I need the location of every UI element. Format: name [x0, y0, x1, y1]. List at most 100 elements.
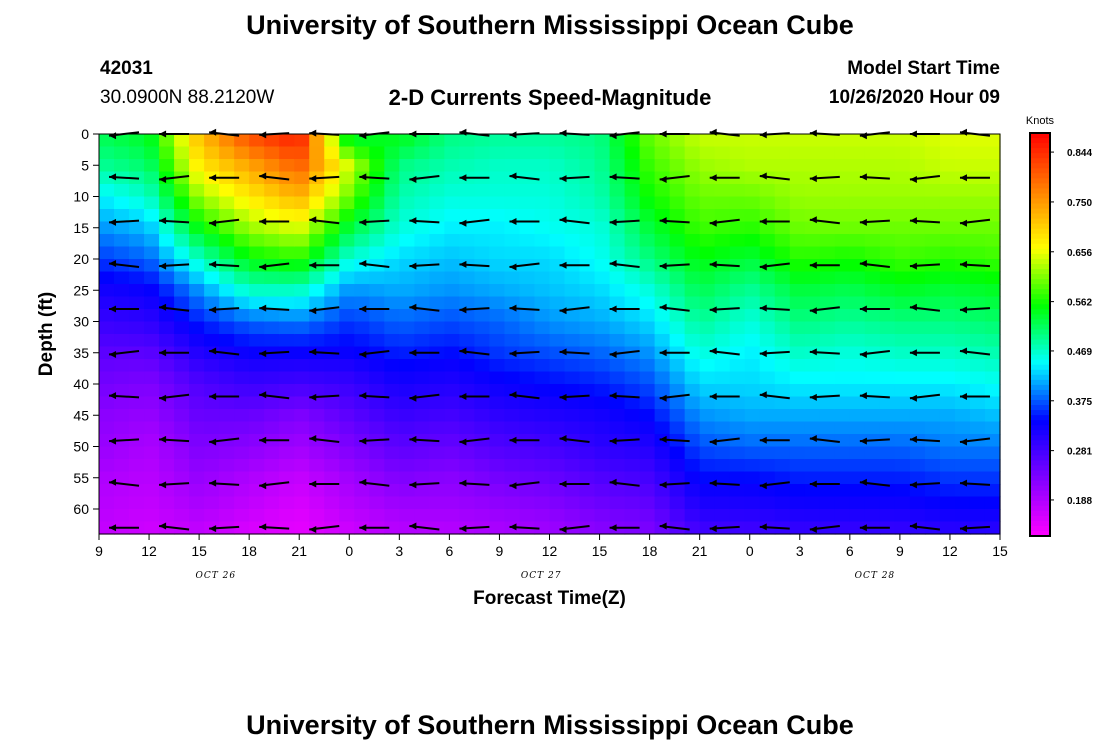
heatmap-cell — [309, 321, 325, 335]
heatmap-cell — [159, 321, 175, 335]
heatmap-cell — [399, 371, 415, 385]
heatmap-cell — [459, 196, 476, 210]
current-arrow-head — [459, 479, 467, 487]
heatmap-cell — [384, 234, 400, 248]
heatmap-cell — [774, 421, 791, 435]
current-arrow-head — [259, 482, 267, 490]
current-arrow — [959, 306, 991, 314]
heatmap-cell — [429, 509, 445, 523]
current-arrow — [709, 218, 740, 227]
heatmap-cell — [804, 234, 821, 248]
current-arrow — [509, 436, 540, 444]
current-arrow-head — [309, 261, 317, 269]
heatmap-cell — [234, 409, 250, 423]
current-arrow-head — [659, 217, 667, 225]
heatmap-cell — [924, 271, 941, 285]
current-arrow — [509, 218, 540, 225]
current-arrow — [259, 218, 290, 225]
heatmap-cell — [909, 184, 926, 198]
heatmap-cell — [174, 484, 190, 498]
heatmap-cell — [534, 409, 551, 423]
heatmap-cell — [354, 246, 370, 260]
heatmap-cell — [729, 421, 746, 435]
current-arrow-head — [909, 176, 917, 184]
heatmap-cell — [624, 309, 641, 323]
heatmap-cell — [789, 409, 806, 423]
heatmap-cell — [939, 359, 956, 373]
heatmap-cell — [759, 471, 776, 485]
heatmap-cell — [219, 221, 235, 235]
heatmap-cell — [669, 396, 686, 410]
heatmap-cell — [819, 271, 836, 285]
current-arrow — [859, 218, 890, 226]
heatmap-cell — [909, 509, 926, 523]
heatmap-cell — [894, 196, 911, 210]
heatmap-cell — [414, 384, 430, 398]
heatmap-cell — [114, 321, 130, 335]
heatmap-cell — [384, 459, 400, 473]
heatmap-cell — [564, 371, 581, 385]
current-arrow-head — [709, 525, 717, 533]
heatmap-cell — [759, 221, 776, 235]
heatmap-cell — [99, 346, 115, 360]
heatmap-cell — [249, 196, 265, 210]
heatmap-cell — [129, 371, 145, 385]
heatmap-cell — [849, 246, 866, 260]
heatmap-cell — [399, 196, 415, 210]
heatmap-cell — [909, 484, 926, 498]
heatmap-cell — [249, 134, 265, 148]
heatmap-cell — [924, 184, 941, 198]
heatmap-cell — [399, 171, 415, 185]
heatmap-cell — [924, 196, 941, 210]
heatmap-cell — [399, 484, 415, 498]
heatmap-cell — [174, 409, 190, 423]
heatmap-cell — [354, 484, 370, 498]
current-arrow-head — [509, 391, 517, 399]
heatmap-cell — [234, 396, 250, 410]
heatmap-cell — [594, 271, 611, 285]
colorbar-swatch — [1030, 299, 1050, 305]
heatmap-cell — [969, 296, 986, 310]
heatmap-cell — [264, 359, 280, 373]
current-arrow — [859, 305, 890, 313]
heatmap-cell — [369, 134, 385, 148]
colorbar-swatch — [1030, 399, 1050, 406]
heatmap-cell — [564, 246, 581, 260]
heatmap-cell — [429, 209, 445, 223]
heatmap-cell — [804, 321, 821, 335]
heatmap-cell — [189, 371, 205, 385]
heatmap-cell — [144, 284, 160, 298]
heatmap-cell — [819, 384, 836, 398]
heatmap-cell — [564, 446, 581, 460]
heatmap-cell — [849, 496, 866, 510]
heatmap-cell — [834, 496, 851, 510]
heatmap-cell — [369, 409, 385, 423]
heatmap-cell — [174, 184, 190, 198]
current-arrow-head — [709, 479, 717, 487]
heatmap-cell — [234, 134, 250, 148]
heatmap-cell — [279, 159, 295, 173]
heatmap-cell — [204, 509, 220, 523]
heatmap-cell — [909, 234, 926, 248]
heatmap-cell — [384, 171, 400, 185]
heatmap-cell — [819, 134, 836, 148]
heatmap-cell — [684, 434, 701, 448]
heatmap-cell — [804, 296, 821, 310]
heatmap-cell — [969, 271, 986, 285]
heatmap-cell — [624, 459, 641, 473]
heatmap-cell — [279, 371, 295, 385]
heatmap-cell — [144, 271, 160, 285]
current-arrow — [659, 217, 690, 225]
heatmap-cell — [309, 396, 325, 410]
heatmap-cell — [324, 134, 340, 148]
heatmap-cell — [774, 134, 791, 148]
current-arrow-head — [559, 480, 567, 488]
heatmap-cell — [219, 146, 235, 160]
heatmap-cell — [159, 146, 175, 160]
heatmap-cell — [909, 359, 926, 373]
colorbar-swatch — [1030, 289, 1050, 295]
heatmap-cell — [744, 296, 761, 310]
heatmap-cell — [519, 196, 536, 210]
heatmap-cell — [189, 484, 205, 498]
heatmap-cell — [339, 409, 355, 423]
